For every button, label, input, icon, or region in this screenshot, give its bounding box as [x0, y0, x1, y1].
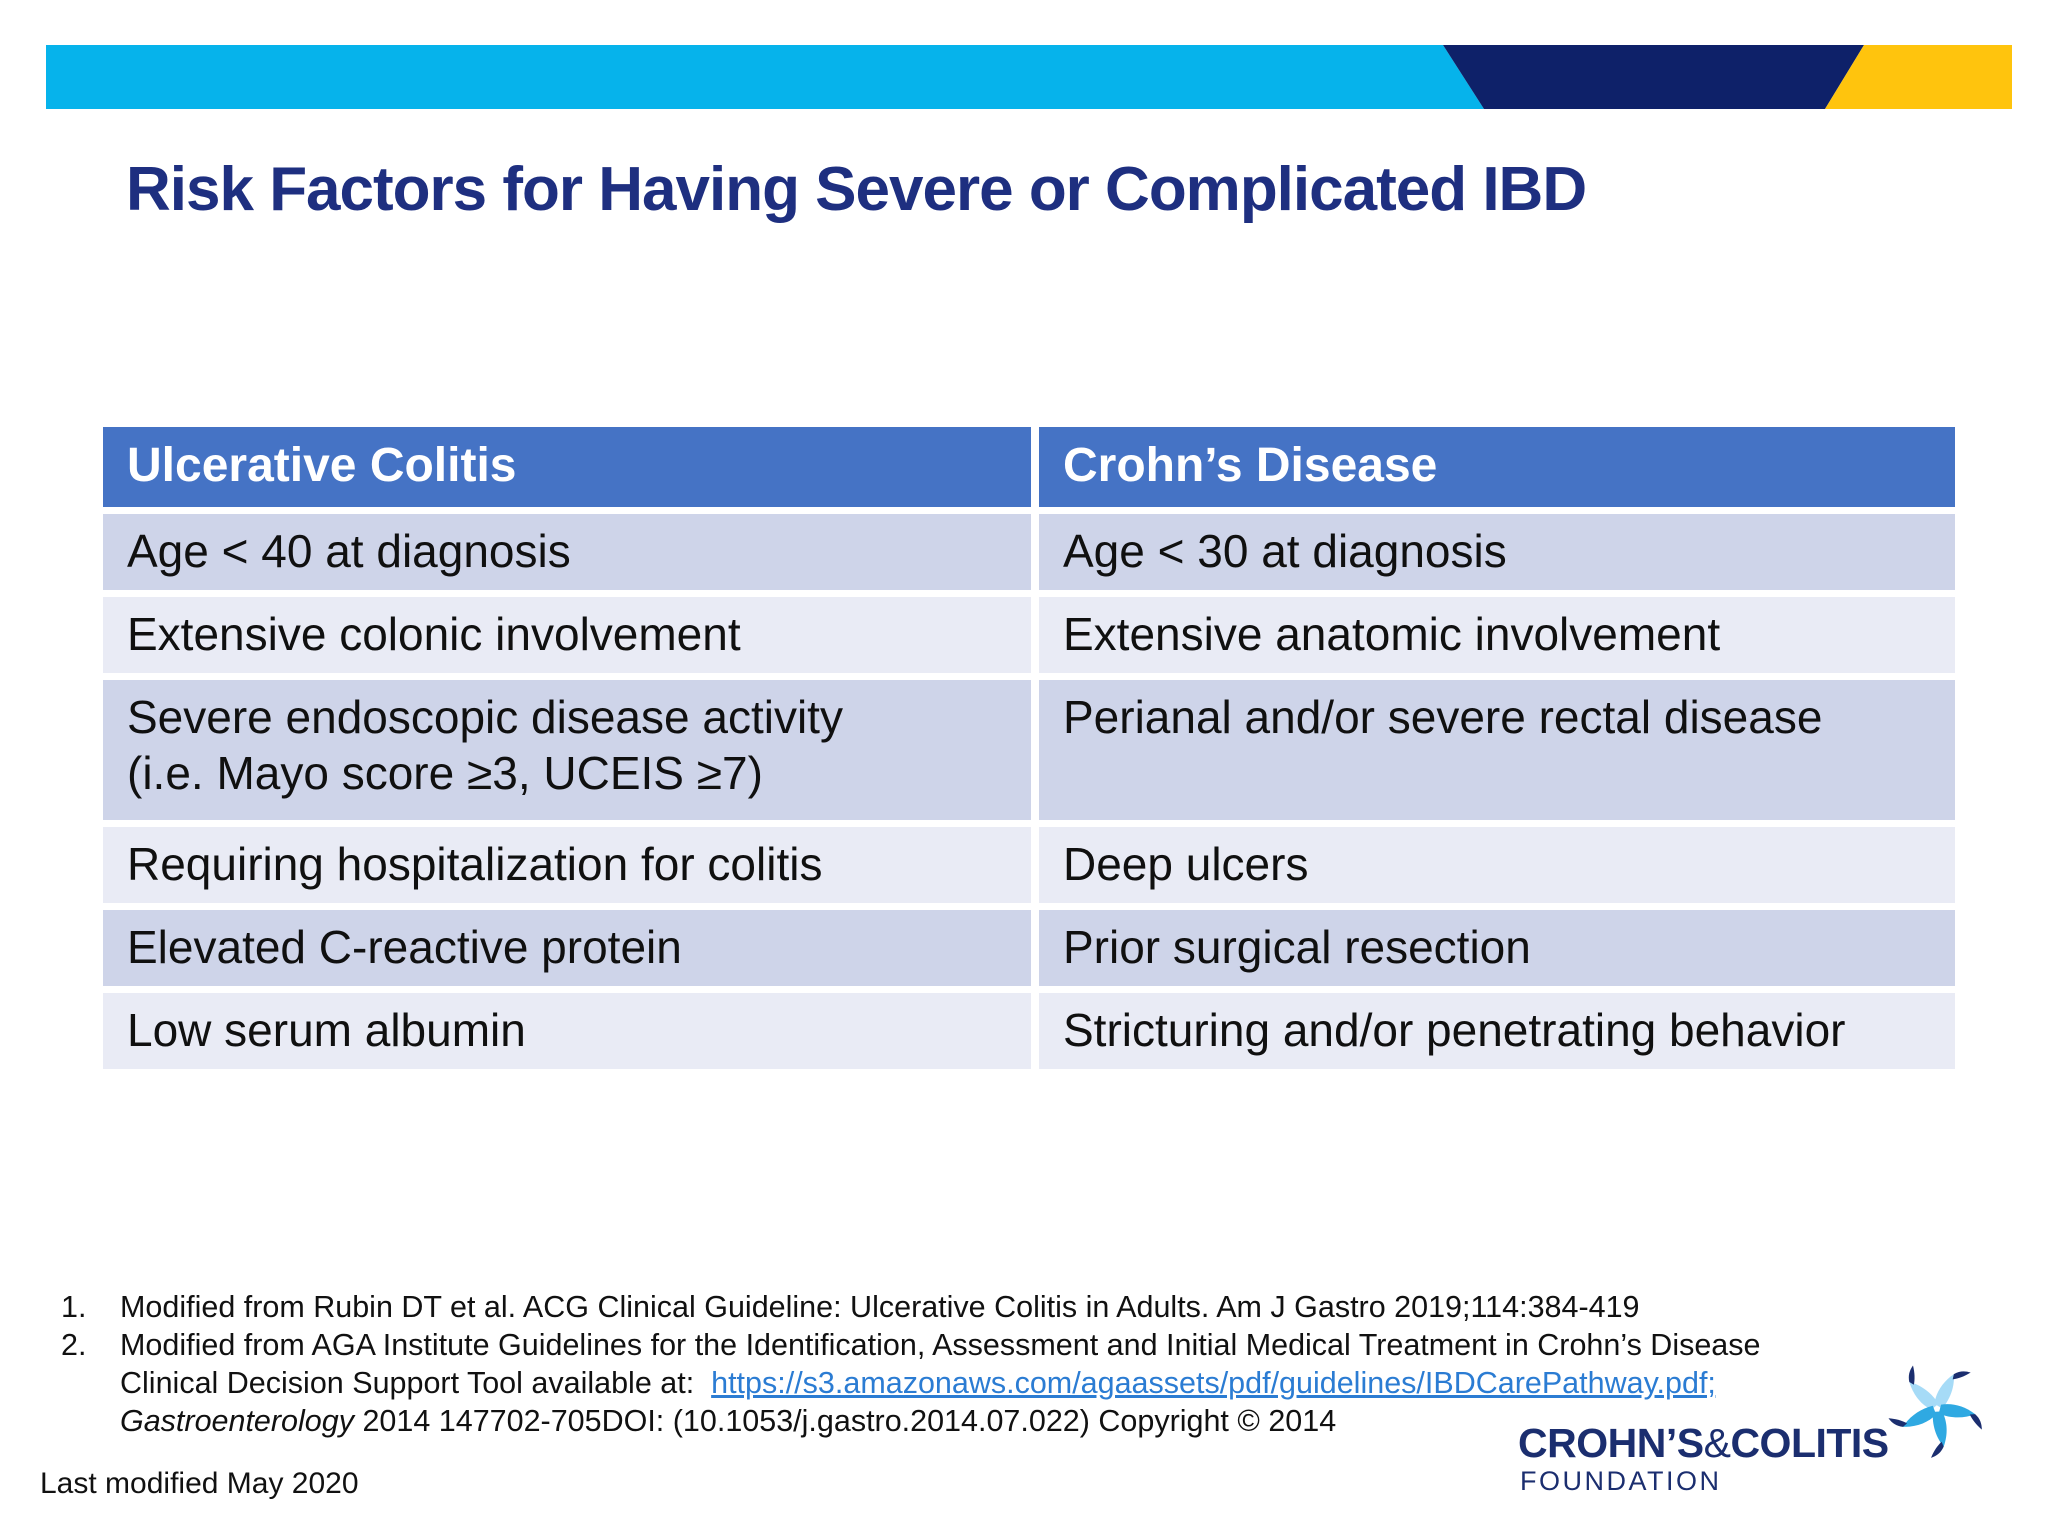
footnote-2-line-3-text: 2014 147702-705DOI: (10.1053/j.gastro.20…	[353, 1404, 1337, 1438]
table-cell-uc-albumin: Low serum albumin	[103, 993, 1031, 1069]
logo-ampersand: &	[1703, 1420, 1731, 1466]
table-cell-cd-perianal: Perianal and/or severe rectal disease	[1039, 680, 1955, 820]
table-cell-cd-deep-ulcers: Deep ulcers	[1039, 827, 1955, 903]
banner-yellow-segment	[1825, 45, 2012, 109]
banner-navy-segment	[1443, 45, 1864, 109]
foundation-star-icon	[1884, 1352, 1990, 1460]
table-cell-cd-extent: Extensive anatomic involvement	[1039, 597, 1955, 673]
footnote-item-2: 2. Modified from AGA Institute Guideline…	[61, 1326, 1760, 1440]
footnote-number-1: 1.	[61, 1290, 87, 1324]
table-cell-uc-age: Age < 40 at diagnosis	[103, 514, 1031, 590]
table-header-ulcerative-colitis: Ulcerative Colitis	[103, 427, 1031, 507]
top-banner	[46, 45, 2012, 109]
page-title: Risk Factors for Having Severe or Compli…	[126, 155, 1587, 224]
table-cell-cd-stricturing: Stricturing and/or penetrating behavior	[1039, 993, 1955, 1069]
ibd-care-pathway-link[interactable]: https://s3.amazonaws.com/agaassets/pdf/g…	[711, 1366, 1716, 1400]
footnote-2-line-2-text: Clinical Decision Support Tool available…	[120, 1366, 712, 1400]
footnote-2-line-3: Gastroenterology 2014 147702-705DOI: (10…	[120, 1402, 1760, 1440]
table-cell-cd-age: Age < 30 at diagnosis	[1039, 514, 1955, 590]
table-header-crohns-disease: Crohn’s Disease	[1039, 427, 1955, 507]
table-cell-uc-endoscopic: Severe endoscopic disease activity (i.e.…	[103, 680, 1031, 820]
table-cell-uc-extent: Extensive colonic involvement	[103, 597, 1031, 673]
footnotes: 1. Modified from Rubin DT et al. ACG Cli…	[61, 1288, 1760, 1440]
table-cell-cd-resection: Prior surgical resection	[1039, 910, 1955, 986]
logo-colitis: COLITIS	[1730, 1420, 1889, 1466]
footnote-2-line-2: Clinical Decision Support Tool available…	[120, 1364, 1760, 1402]
table-cell-uc-hospitalization: Requiring hospitalization for colitis	[103, 827, 1031, 903]
last-modified-note: Last modified May 2020	[40, 1467, 359, 1500]
footnote-item-1: 1. Modified from Rubin DT et al. ACG Cli…	[61, 1288, 1760, 1326]
banner-shapes	[46, 45, 2012, 109]
journal-name-italic: Gastroenterology	[120, 1404, 354, 1438]
footnote-2-line-1: Modified from AGA Institute Guidelines f…	[120, 1328, 1761, 1362]
logo-crohns: CROHN’S	[1518, 1420, 1704, 1466]
footnote-number-2: 2.	[61, 1328, 87, 1362]
foundation-wordmark: CROHN’S&COLITIS	[1518, 1420, 1889, 1467]
foundation-label: FOUNDATION	[1520, 1466, 1722, 1496]
footnote-1-text: Modified from Rubin DT et al. ACG Clinic…	[120, 1290, 1640, 1324]
table-cell-uc-crp: Elevated C-reactive protein	[103, 910, 1031, 986]
banner-lightblue-segment	[46, 45, 1484, 109]
risk-factor-table: Ulcerative Colitis Crohn’s Disease Age <…	[103, 427, 1955, 1069]
